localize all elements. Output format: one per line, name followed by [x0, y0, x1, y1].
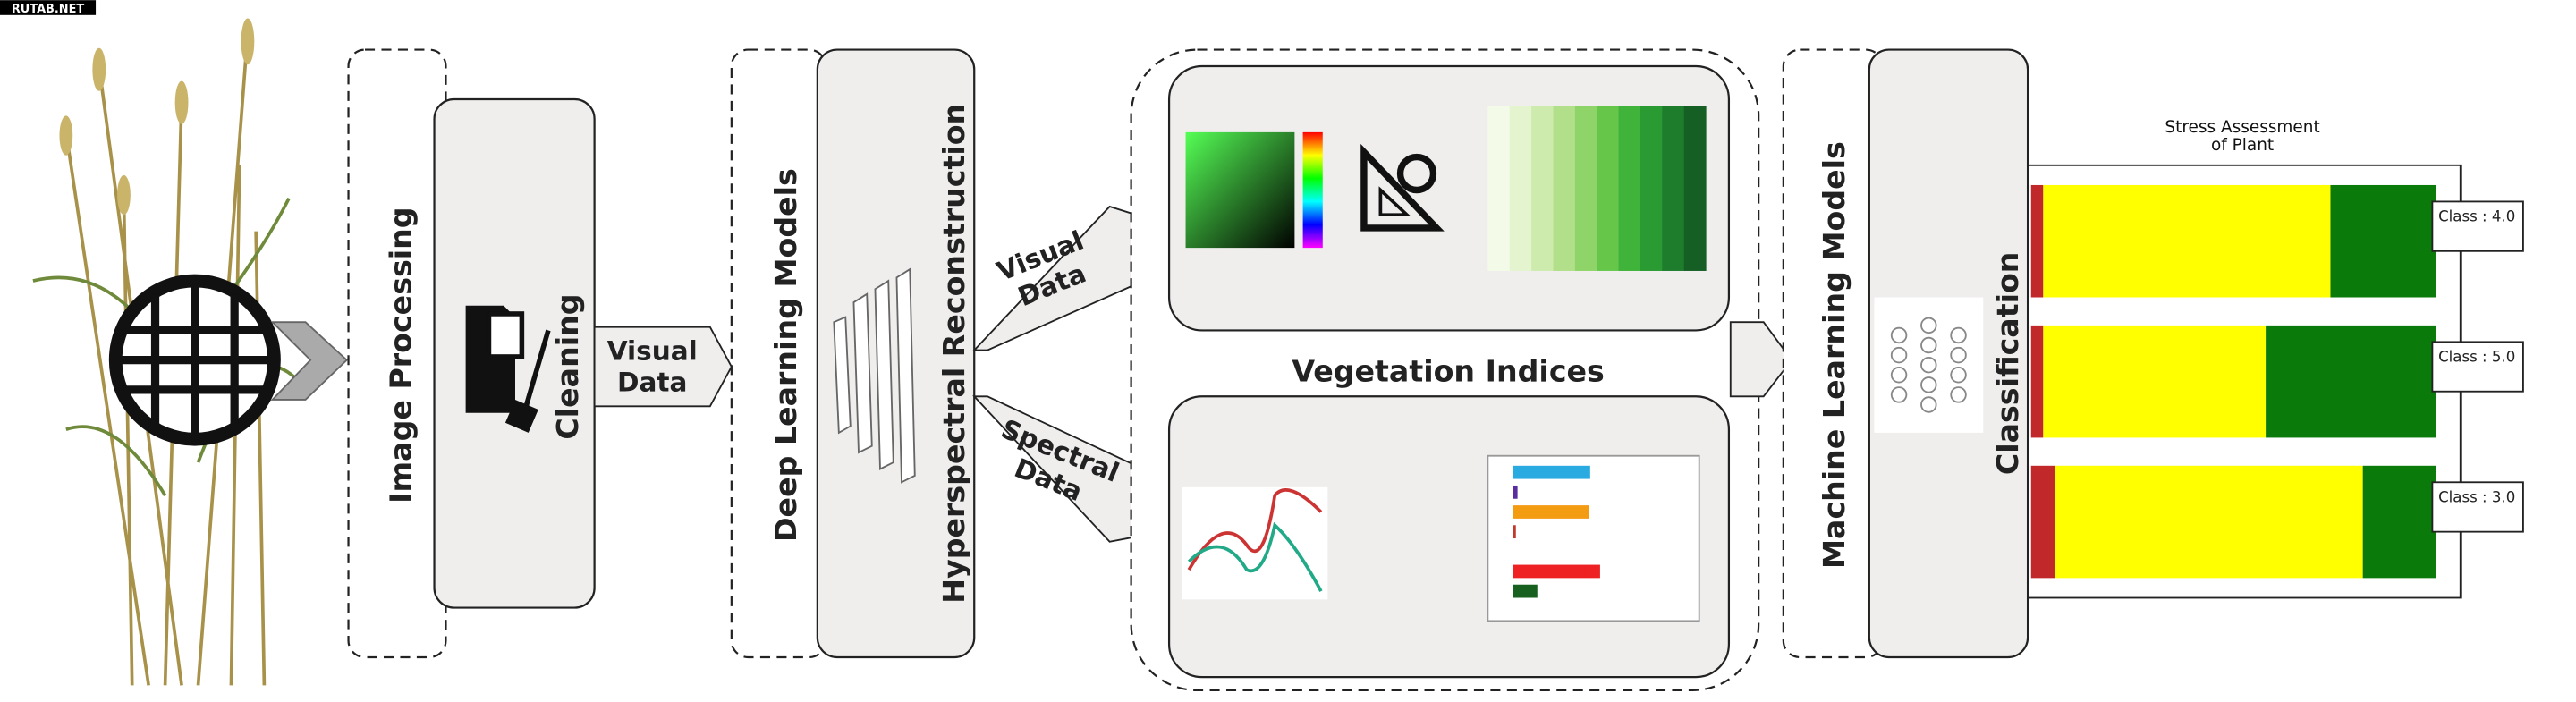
- assessment-bars: Class : 4.0 Class : 5.0 Class : 3.0: [2030, 184, 2524, 579]
- visual-data-label: Visual Data: [607, 336, 698, 398]
- neural-net-nodes: [1890, 317, 1967, 413]
- cleaning-label: Cleaning: [550, 293, 585, 439]
- green-swatch: [1553, 106, 1576, 271]
- nn-node: [1890, 346, 1908, 364]
- green-swatch: [1574, 106, 1597, 271]
- deep-learning-label: Deep Learning Models: [768, 168, 803, 542]
- stress-segment: [2266, 325, 2436, 438]
- stress-segment: [2030, 184, 2044, 298]
- nn-node: [1890, 326, 1908, 344]
- nn-node: [1950, 367, 1967, 384]
- stress-segment: [2043, 325, 2267, 438]
- vegetation-indices-label: Vegetation Indices: [1292, 354, 1605, 389]
- machine-learning-label: Machine Learning Models: [1817, 141, 1852, 569]
- stress-segment: [2030, 465, 2055, 579]
- stress-segment: [2043, 184, 2331, 298]
- hyperspectral-label: Hyperspectral Reconstruction: [936, 104, 971, 604]
- image-processing-box: [347, 48, 447, 659]
- nn-node: [1890, 386, 1908, 403]
- nn-node: [1950, 326, 1967, 344]
- chevron: [270, 321, 349, 401]
- nn-node: [1890, 367, 1908, 384]
- stress-segment: [2055, 465, 2363, 579]
- nn-node: [1920, 356, 1937, 374]
- grid-globe: [108, 274, 281, 446]
- deep-learning-box: [730, 48, 827, 659]
- class-label-box: [2431, 200, 2524, 252]
- stress-segment: [2030, 325, 2044, 438]
- nn-node: [1920, 317, 1937, 334]
- class-label-box: [2431, 341, 2524, 393]
- class-label-box: [2431, 481, 2524, 533]
- spectrum-line: [1187, 521, 1323, 592]
- nn-node: [1950, 386, 1967, 403]
- green-swatch: [1618, 106, 1641, 271]
- class-label: Class : 3.0: [2438, 488, 2515, 505]
- spectrum-line: [1187, 488, 1323, 571]
- nn-node: [1920, 336, 1937, 354]
- class-label: Class : 5.0: [2438, 349, 2515, 366]
- image-processing-label: Image Processing: [384, 207, 419, 503]
- watermark-bg: [0, 0, 97, 15]
- green-swatch: [1531, 106, 1555, 271]
- green-swatch: [1640, 106, 1663, 271]
- spectrum-plot: [1182, 486, 1328, 600]
- color-picker: [1185, 131, 1295, 249]
- green-swatch: [1597, 106, 1620, 271]
- green-swatch: [1487, 106, 1511, 271]
- green-swatch: [1662, 106, 1685, 271]
- machine-learning-box: [1782, 48, 1884, 659]
- stress-segment: [2330, 184, 2436, 298]
- watermark: RUTAB.NET: [12, 3, 85, 16]
- nn-node: [1920, 396, 1937, 413]
- chevron: [1729, 321, 1793, 398]
- assessment-title: Stress Assessment of Plant: [2165, 118, 2319, 155]
- class-label: Class : 4.0: [2438, 208, 2515, 225]
- green-swatch: [1683, 106, 1707, 271]
- stress-segment: [2362, 465, 2436, 579]
- classification-label: Classification: [1990, 252, 2025, 476]
- visual-data-arrow: [593, 326, 733, 408]
- network-layers-icon: [833, 267, 916, 484]
- index-bar-plot: [1487, 454, 1700, 622]
- hyperspectral-box: [816, 48, 976, 659]
- cleaning-icon: [465, 305, 551, 433]
- green-swatch: [1509, 106, 1532, 271]
- green-scale: [1487, 106, 1707, 271]
- hue-bar: [1302, 131, 1323, 249]
- nn-node: [1950, 346, 1967, 364]
- nn-node: [1920, 376, 1937, 393]
